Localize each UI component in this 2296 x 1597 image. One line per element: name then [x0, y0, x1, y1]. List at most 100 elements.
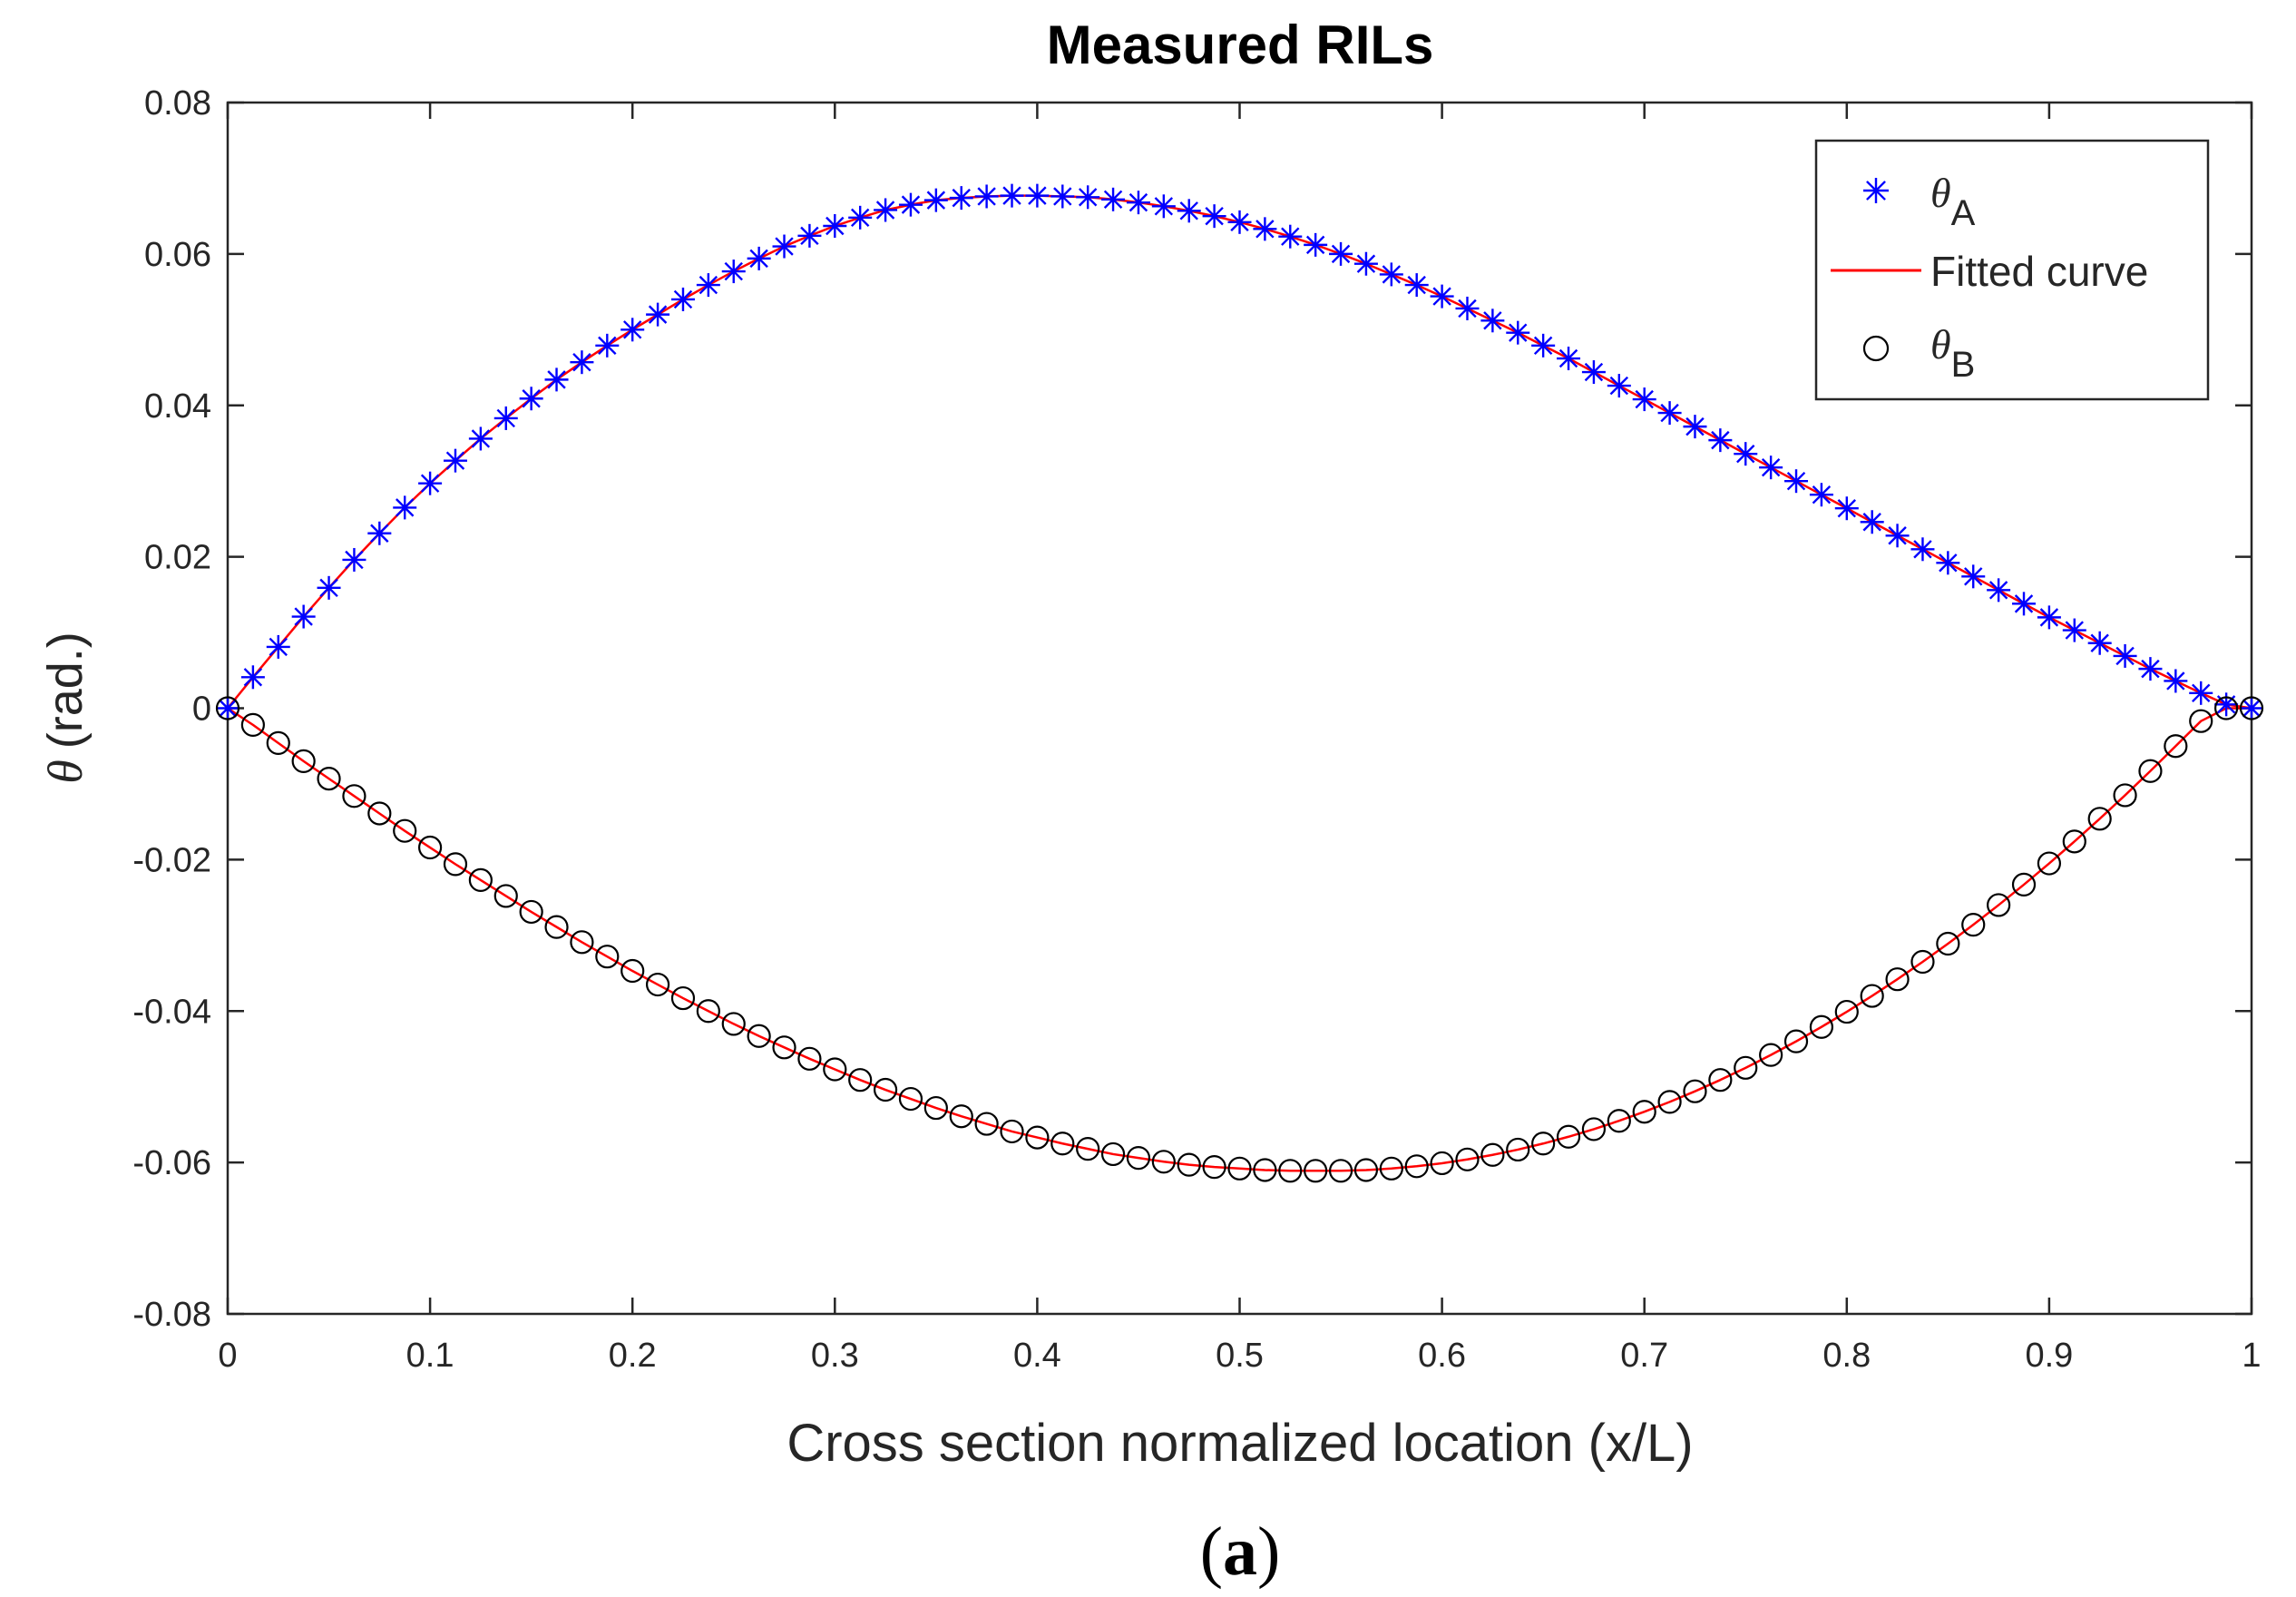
theta-b-point: [1076, 1137, 1100, 1161]
theta-a-point: [317, 575, 341, 600]
theta-a-point: [1784, 469, 1809, 494]
theta-a-point: [1404, 273, 1429, 298]
theta-b-point: [974, 1112, 999, 1136]
x-tick-label: 0.1: [406, 1337, 454, 1375]
theta-a-point: [2113, 643, 2137, 668]
theta-a-point: [2164, 669, 2188, 693]
theta-a-point: [1834, 496, 1859, 521]
theta-b-point: [1278, 1159, 1303, 1183]
theta-a-point: [1353, 251, 1378, 276]
theta-b-point: [493, 884, 518, 908]
theta-b-point: [1885, 967, 1910, 992]
theta-a-point: [2138, 657, 2163, 681]
y-tick-label: 0.06: [144, 236, 211, 274]
legend-marker-theta-b: [1862, 335, 1890, 362]
theta-b-point: [923, 1095, 948, 1121]
theta-a-point: [1607, 374, 1631, 398]
theta-a-point: [949, 186, 973, 211]
legend-theta-a-subscript: A: [1951, 193, 1976, 233]
x-tick-label: 0: [218, 1337, 237, 1375]
theta-b-point: [1126, 1146, 1151, 1171]
theta-b-point: [670, 985, 696, 1011]
theta-a-point: [1683, 415, 1707, 439]
theta-a-point: [1581, 360, 1606, 385]
theta-b-point: [1353, 1158, 1379, 1182]
theta-b-point: [1227, 1156, 1252, 1181]
theta-b-point: [1961, 913, 1986, 937]
theta-b-point: [1581, 1117, 1607, 1141]
theta-b-point: [1759, 1043, 1783, 1067]
theta-b-point: [721, 1012, 746, 1036]
theta-a-point: [493, 406, 518, 430]
theta-a-point: [1202, 204, 1226, 229]
caption-letter: a: [1223, 1514, 1257, 1590]
theta-a-point: [1227, 210, 1252, 234]
theta-b-point: [240, 712, 265, 737]
y-tick-label: -0.04: [132, 993, 211, 1031]
theta-b-point: [1100, 1141, 1126, 1167]
theta-b-point: [1328, 1159, 1353, 1183]
theta-a-point: [1379, 262, 1403, 287]
theta-a-point: [519, 387, 543, 411]
x-axis: 0 0.1 0.2 0.3 0.4 0.5 0.6 0.7 0.8 0.9 1: [218, 103, 2262, 1375]
theta-a-point: [1809, 483, 1833, 507]
theta-a-point: [848, 205, 873, 230]
x-tick-label: 0.4: [1013, 1337, 1061, 1375]
theta-b-point: [1025, 1125, 1050, 1150]
y-axis-label-unit: (rad.): [38, 632, 93, 749]
data-markers: [215, 183, 2264, 1183]
legend-theta-a-symbol: θ: [1930, 170, 1951, 216]
theta-b-point: [696, 999, 720, 1024]
theta-b-point: [342, 784, 366, 808]
theta-a-point: [1151, 194, 1176, 219]
theta-a-point: [1632, 387, 1656, 412]
theta-b-point: [873, 1077, 898, 1102]
theta-a-point: [544, 367, 569, 392]
theta-b-point: [1379, 1156, 1403, 1181]
chart-title: Measured RILs: [1047, 15, 1434, 75]
theta-a-point: [2240, 696, 2263, 720]
theta-b-point: [1632, 1100, 1656, 1124]
y-tick-label: 0.04: [144, 387, 211, 426]
theta-a-point: [747, 246, 771, 270]
theta-a-point: [1050, 184, 1075, 209]
theta-b-point: [468, 867, 493, 893]
theta-b-point: [2239, 696, 2264, 720]
theta-a-point: [1936, 551, 1960, 575]
theta-a-point: [1101, 187, 1126, 211]
x-tick-label: 0.5: [1216, 1337, 1264, 1375]
theta-a-point: [1480, 309, 1505, 333]
theta-b-point: [1910, 949, 1935, 975]
theta-b-point: [2164, 734, 2188, 759]
theta-a-point: [418, 471, 443, 495]
y-axis-label-symbol: θ: [38, 759, 93, 784]
theta-b-point: [1430, 1151, 1454, 1176]
theta-b-point: [747, 1024, 771, 1048]
theta-a-point: [1910, 537, 1935, 562]
legend: θA Fitted curve θB: [1814, 139, 2210, 401]
theta-a-point: [1759, 456, 1783, 480]
theta-b-point: [1936, 931, 1960, 956]
theta-b-point: [797, 1046, 822, 1071]
theta-a-point: [1860, 510, 1884, 534]
theta-b-point: [949, 1104, 973, 1129]
theta-b-point: [1708, 1068, 1733, 1092]
theta-b-point: [266, 730, 290, 755]
theta-b-point: [1404, 1154, 1429, 1179]
legend-label-fitted-curve: Fitted curve: [1930, 248, 2148, 295]
theta-a-point: [367, 521, 392, 545]
legend-marker-theta-a: [1863, 178, 1889, 203]
theta-b-point: [1455, 1147, 1480, 1171]
x-tick-label: 0.9: [2025, 1337, 2073, 1375]
theta-b-point: [1556, 1124, 1581, 1149]
theta-a-point: [923, 188, 948, 212]
theta-a-point: [240, 665, 265, 690]
theta-a-point: [1987, 578, 2011, 603]
theta-a-point: [1961, 564, 1986, 589]
theta-b-point: [1531, 1132, 1556, 1156]
theta-a-point: [620, 318, 645, 342]
x-tick-label: 0.7: [1620, 1337, 1668, 1375]
theta-a-point: [797, 223, 822, 248]
y-axis-label: θ (rad.): [38, 632, 93, 784]
theta-a-point: [216, 696, 239, 720]
